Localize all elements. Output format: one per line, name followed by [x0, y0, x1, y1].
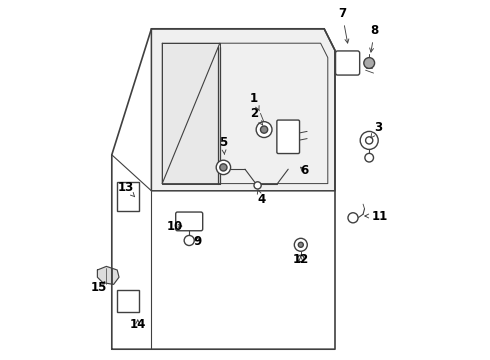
- Circle shape: [365, 153, 373, 162]
- FancyBboxPatch shape: [336, 51, 360, 75]
- Circle shape: [256, 122, 272, 138]
- Text: 11: 11: [365, 210, 388, 222]
- Text: 5: 5: [220, 136, 227, 154]
- Text: 7: 7: [338, 7, 349, 43]
- Circle shape: [294, 238, 307, 251]
- FancyBboxPatch shape: [277, 120, 299, 153]
- Text: 9: 9: [194, 235, 201, 248]
- Circle shape: [297, 255, 304, 262]
- Text: 2: 2: [250, 107, 263, 125]
- Circle shape: [184, 235, 194, 246]
- Polygon shape: [98, 266, 119, 284]
- Text: 13: 13: [118, 181, 135, 197]
- Text: 6: 6: [300, 165, 309, 177]
- Text: 1: 1: [250, 93, 259, 111]
- FancyBboxPatch shape: [117, 182, 139, 211]
- Circle shape: [254, 182, 261, 189]
- Polygon shape: [112, 29, 335, 349]
- Text: 3: 3: [371, 121, 382, 138]
- Circle shape: [298, 242, 303, 247]
- Circle shape: [360, 131, 378, 149]
- FancyBboxPatch shape: [117, 289, 139, 311]
- Circle shape: [366, 137, 373, 144]
- Circle shape: [348, 213, 358, 223]
- Polygon shape: [162, 43, 220, 184]
- Text: 12: 12: [293, 253, 309, 266]
- FancyBboxPatch shape: [176, 212, 203, 231]
- Text: 8: 8: [369, 24, 379, 52]
- Circle shape: [220, 164, 227, 171]
- Text: 15: 15: [91, 281, 107, 294]
- Text: 14: 14: [129, 318, 146, 330]
- Text: 10: 10: [167, 220, 183, 233]
- Circle shape: [261, 126, 268, 133]
- Text: 4: 4: [257, 190, 265, 206]
- Polygon shape: [151, 29, 335, 191]
- Circle shape: [364, 58, 374, 68]
- Circle shape: [216, 160, 231, 175]
